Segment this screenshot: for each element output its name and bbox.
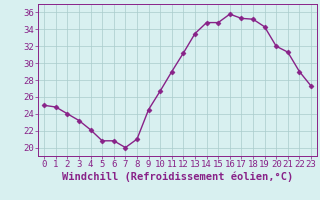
X-axis label: Windchill (Refroidissement éolien,°C): Windchill (Refroidissement éolien,°C)	[62, 172, 293, 182]
